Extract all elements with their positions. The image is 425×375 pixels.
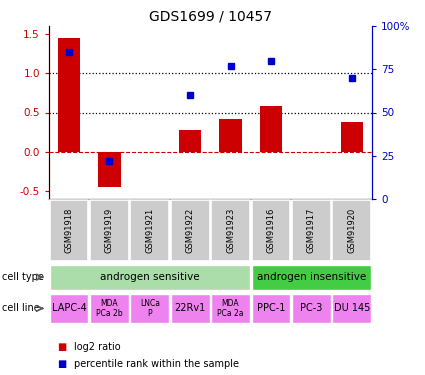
Text: PC-3: PC-3 <box>300 303 323 313</box>
FancyBboxPatch shape <box>252 294 290 323</box>
Text: GSM91918: GSM91918 <box>65 208 74 254</box>
Title: GDS1699 / 10457: GDS1699 / 10457 <box>149 10 272 24</box>
Bar <box>219 119 242 152</box>
Text: log2 ratio: log2 ratio <box>74 342 121 352</box>
Text: cell line: cell line <box>2 303 40 313</box>
Text: androgen insensitive: androgen insensitive <box>257 272 366 282</box>
FancyBboxPatch shape <box>130 200 169 261</box>
Text: GSM91923: GSM91923 <box>226 208 235 254</box>
Text: ■: ■ <box>57 359 67 369</box>
FancyBboxPatch shape <box>292 294 331 323</box>
Text: GSM91919: GSM91919 <box>105 208 114 253</box>
Text: MDA
PCa 2b: MDA PCa 2b <box>96 299 123 318</box>
Text: DU 145: DU 145 <box>334 303 370 313</box>
Bar <box>340 122 363 152</box>
Text: ■: ■ <box>57 342 67 352</box>
FancyBboxPatch shape <box>171 294 210 323</box>
Bar <box>58 38 80 152</box>
FancyBboxPatch shape <box>252 265 371 290</box>
Text: PPC-1: PPC-1 <box>257 303 285 313</box>
FancyBboxPatch shape <box>211 294 250 323</box>
FancyBboxPatch shape <box>292 200 331 261</box>
Text: GSM91920: GSM91920 <box>347 208 356 253</box>
Text: GSM91916: GSM91916 <box>266 208 275 254</box>
FancyBboxPatch shape <box>332 200 371 261</box>
FancyBboxPatch shape <box>252 200 290 261</box>
Bar <box>179 130 201 152</box>
FancyBboxPatch shape <box>50 294 88 323</box>
FancyBboxPatch shape <box>90 200 129 261</box>
Text: GSM91922: GSM91922 <box>186 208 195 253</box>
Bar <box>260 106 282 152</box>
FancyBboxPatch shape <box>50 265 250 290</box>
FancyBboxPatch shape <box>50 200 88 261</box>
Text: GSM91921: GSM91921 <box>145 208 154 253</box>
Text: percentile rank within the sample: percentile rank within the sample <box>74 359 239 369</box>
FancyBboxPatch shape <box>130 294 169 323</box>
Text: GSM91917: GSM91917 <box>307 208 316 254</box>
Text: LNCa
P: LNCa P <box>140 299 160 318</box>
FancyBboxPatch shape <box>211 200 250 261</box>
Text: MDA
PCa 2a: MDA PCa 2a <box>217 299 244 318</box>
Text: cell type: cell type <box>2 272 44 282</box>
Text: 22Rv1: 22Rv1 <box>175 303 206 313</box>
FancyBboxPatch shape <box>171 200 210 261</box>
FancyBboxPatch shape <box>90 294 129 323</box>
Text: LAPC-4: LAPC-4 <box>52 303 86 313</box>
FancyBboxPatch shape <box>332 294 371 323</box>
Text: androgen sensitive: androgen sensitive <box>100 272 200 282</box>
Bar <box>98 152 121 187</box>
